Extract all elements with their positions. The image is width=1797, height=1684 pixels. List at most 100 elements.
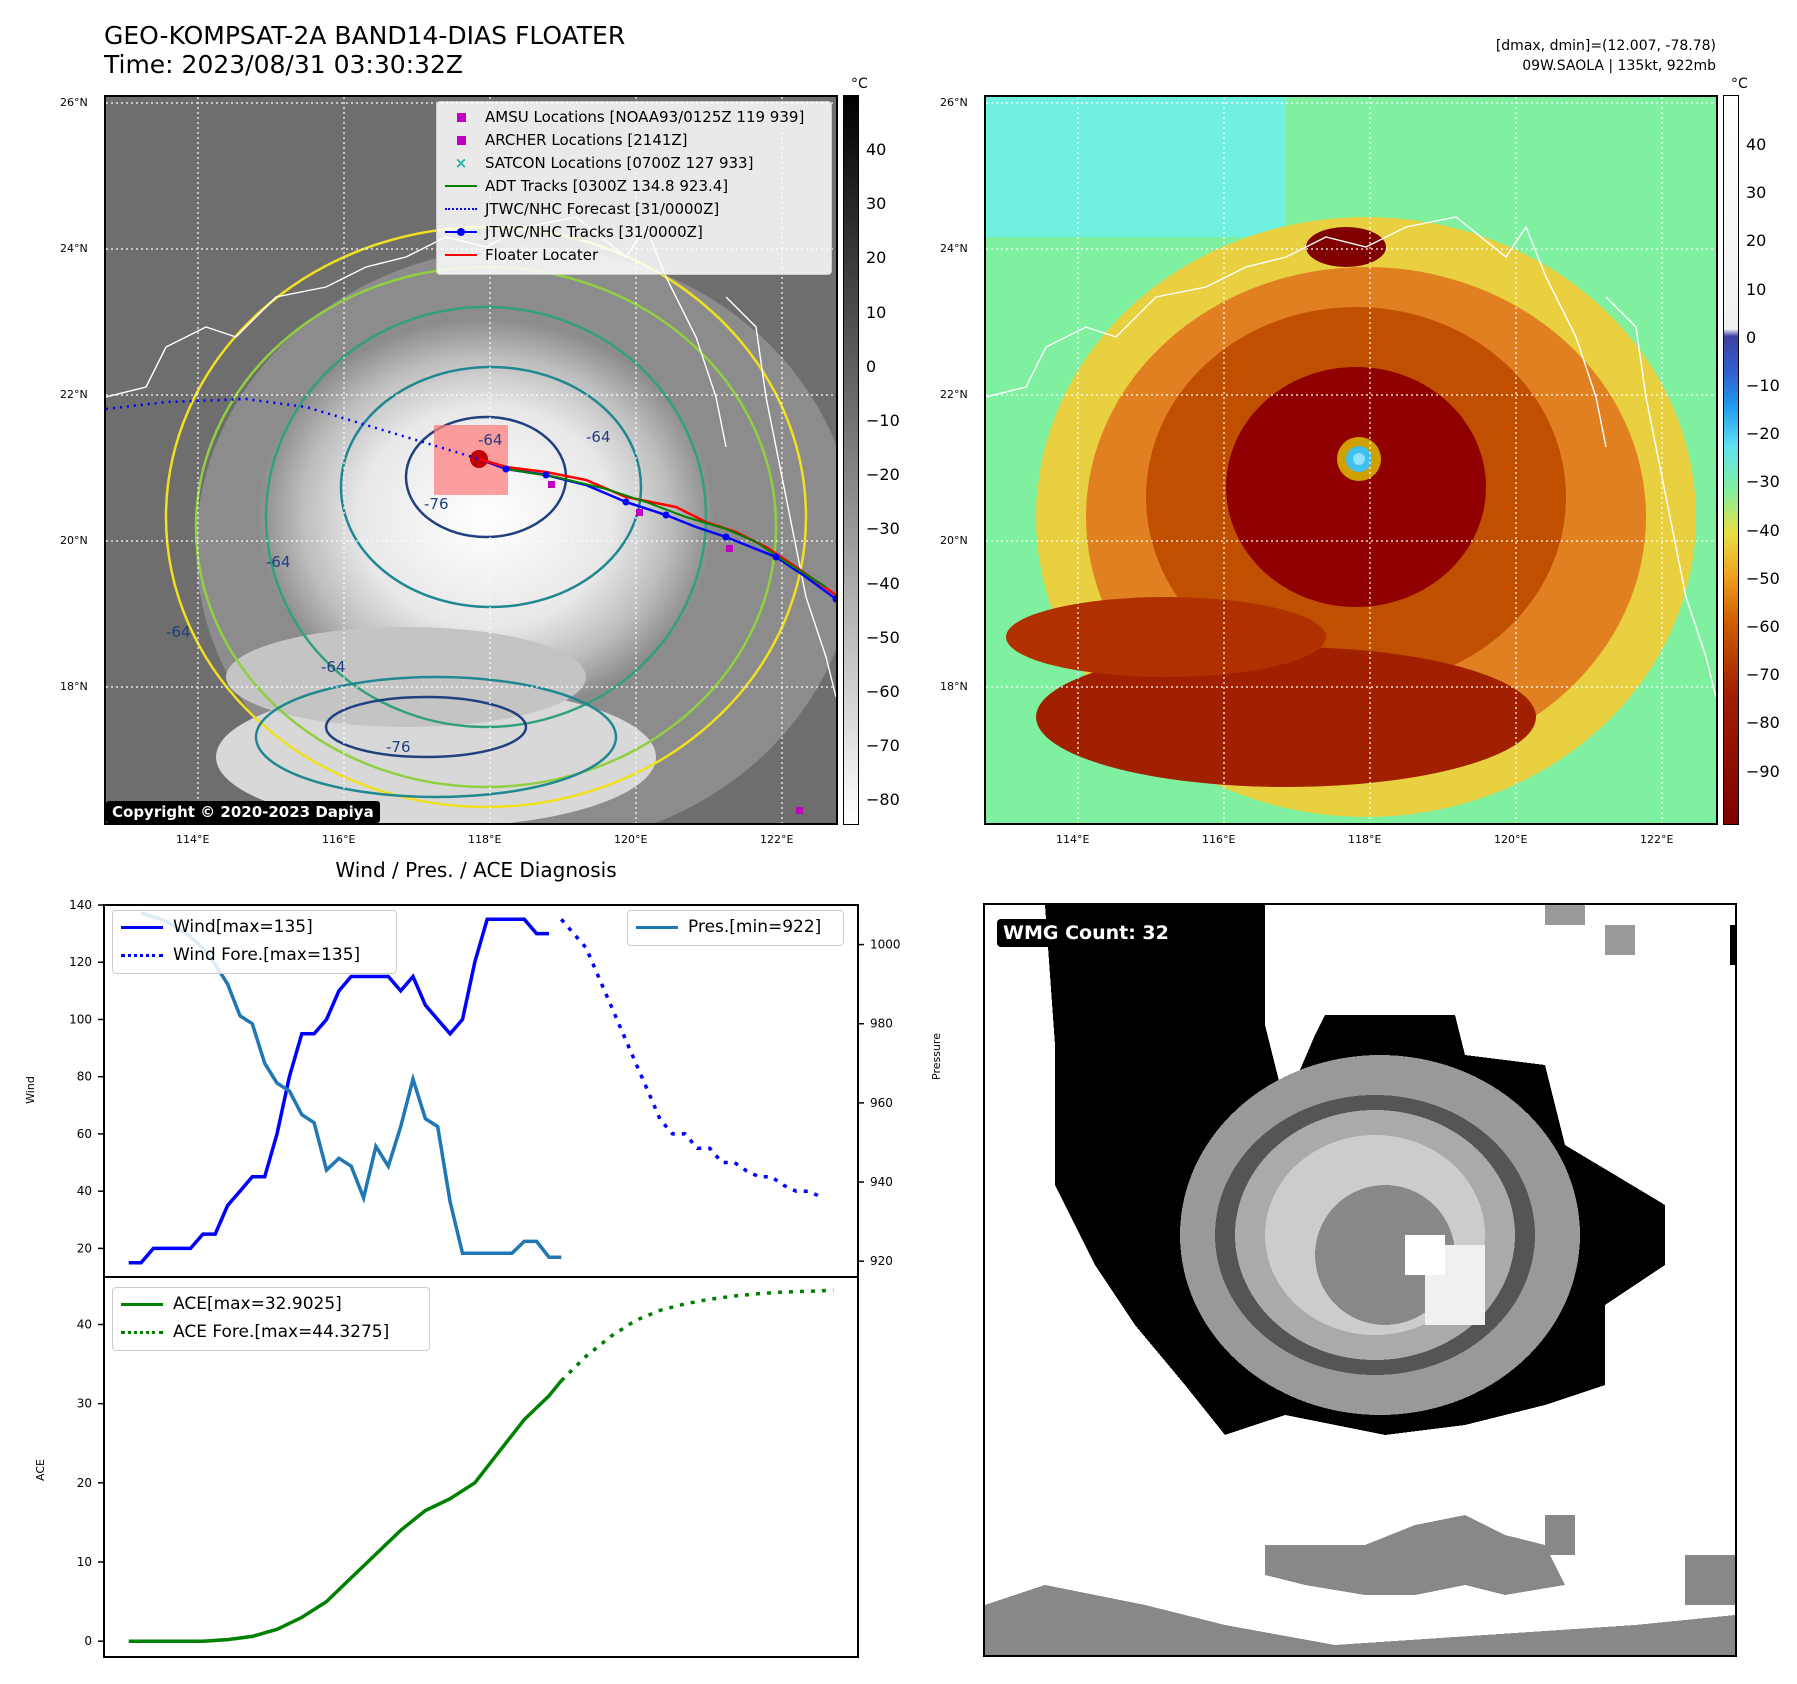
tick-label: 10 [77,1555,92,1569]
wind-legend: Wind[max=135] Wind Fore.[max=135] [112,910,397,974]
ace-axis-label: ACE [34,1459,47,1481]
ace-legend: ACE[max=32.9025] ACE Fore.[max=44.3275] [112,1287,430,1351]
legend-swatch [445,131,477,149]
legend-swatch [121,1302,163,1306]
contour-label: -64 [478,431,503,449]
legend-swatch [636,925,678,929]
colorbar-tick-label: −60 [1746,617,1780,636]
lat-label: 24°N [60,242,88,255]
legend-entry-wind: Wind[max=135] [121,917,313,937]
tick-label: 40 [77,1184,92,1198]
legend-swatch [121,925,163,929]
ace-lines [128,1288,834,1643]
colorbar-tick-label: 30 [866,194,887,214]
colorbar-tick-label: 10 [1746,279,1767,299]
colorbar-tick-label: −30 [866,519,900,539]
colorbar-tick-label: −60 [866,682,900,701]
lon-label: 114°E [1056,833,1090,846]
wmg-image [985,905,1735,1655]
lat-label: 24°N [940,242,968,255]
contour-label: -76 [386,738,411,756]
colorbar-tick-label: 20 [866,248,887,268]
legend-label: Wind Fore.[max=135] [173,945,361,965]
map-legend: AMSU Locations [NOAA93/0125Z 119 939] ARC… [436,101,832,275]
legend-swatch [121,953,163,957]
ace-y-ticks: 40 30 20 10 0 [77,1318,104,1648]
legend-label: SATCON Locations [0700Z 127 933] [485,154,754,172]
lon-label: 120°E [614,833,648,846]
pressure-axis-label-2: Pressure [930,1033,943,1080]
colorbar-tick-label: −70 [1746,665,1780,685]
map-legend-entry: × SATCON Locations [0700Z 127 933] [445,154,754,172]
tick-label: 940 [870,1175,893,1189]
legend-label: Floater Locater [485,246,599,264]
colorbar-tick-label: 20 [1746,231,1767,251]
pressure-y-ticks: 1000 980 960 940 920 [858,938,900,1268]
tick-label: 920 [870,1254,893,1268]
legend-entry-ace: ACE[max=32.9025] [121,1294,342,1314]
dmax-dmin-label: [dmax, dmin]=(12.007, -78.78) [1495,38,1716,54]
wind-axis-label: Wind [24,1076,37,1104]
map-legend-entry: Floater Locater [445,246,598,264]
legend-label: ACE Fore.[max=44.3275] [173,1322,390,1342]
legend-label: ADT Tracks [0300Z 134.8 923.4] [485,177,729,195]
tick-label: 0 [84,1634,92,1648]
colorbar-tick-label: 40 [1746,135,1767,154]
tick-label: 20 [77,1241,92,1255]
lon-label: 116°E [322,833,356,846]
tick-label: 120 [69,955,92,969]
series-line [128,1379,563,1643]
legend-label: ACE[max=32.9025] [173,1294,342,1314]
wmg-count-badge: WMG Count: 32 [997,919,1175,947]
diagnosis-title: Wind / Pres. / ACE Diagnosis [335,858,617,882]
legend-swatch: × [454,154,468,172]
legend-swatch [445,185,477,187]
legend-swatch [121,1330,163,1334]
colorbar-tick-label: −50 [1746,568,1780,588]
tick-label: 40 [77,1318,92,1332]
lon-label: 118°E [468,833,502,846]
tick-label: 100 [69,1012,92,1026]
contour-label: -64 [266,553,291,571]
colorbar-tick-label: 40 [866,140,887,159]
lat-label: 22°N [940,388,968,401]
colorbar-tick-label: −20 [1746,424,1780,444]
legend-entry-ace-fore: ACE Fore.[max=44.3275] [121,1322,389,1342]
storm-info-label: 09W.SAOLA | 135kt, 922mb [1522,58,1716,74]
colorbar-tick-label: −30 [1746,472,1780,492]
lat-label: 26°N [940,96,968,109]
colorbar-color [1723,95,1739,825]
colorbar-tick-label: 0 [1746,327,1757,347]
tick-label: 960 [870,1096,893,1110]
legend-swatch [445,208,477,210]
chart-title: GEO-KOMPSAT-2A BAND14-DIAS FLOATER [104,21,626,50]
lon-label: 116°E [1202,833,1236,846]
ace-panel-frame [103,1276,859,1658]
chart-time: Time: 2023/08/31 03:30:32Z [104,50,463,79]
colorbar-tick-label: −20 [866,465,900,485]
colorbar-unit-gray: °C [851,76,868,92]
map-legend-entry: ARCHER Locations [2141Z] [445,131,688,149]
map-legend-entry: AMSU Locations [NOAA93/0125Z 119 939] [445,108,804,126]
colorbar-tick-label: −80 [866,790,900,810]
tick-label: 1000 [870,938,900,952]
lat-label: 20°N [60,534,88,547]
series-line [128,917,549,1265]
colorbar-tick-label: −80 [1746,713,1780,733]
colorbar-tick-label: 0 [866,356,877,376]
colorbar-tick-label: −10 [866,411,900,430]
contour-label: -64 [321,658,346,676]
colorbar-tick-label: −10 [1746,376,1780,395]
lat-label: 18°N [60,680,88,693]
lon-label: 120°E [1494,833,1528,846]
colorbar-gray [843,95,859,825]
pressure-legend: Pres.[min=922] [627,910,844,946]
wmg-panel: WMG Count: 32 [983,903,1737,1657]
legend-swatch [445,108,477,126]
lon-label: 122°E [1640,833,1674,846]
tick-label: 60 [77,1127,92,1141]
legend-entry-wind-fore: Wind Fore.[max=135] [121,945,360,965]
legend-entry-pressure: Pres.[min=922] [636,917,821,937]
lat-label: 26°N [60,96,88,109]
contour-label: -64 [166,623,191,641]
